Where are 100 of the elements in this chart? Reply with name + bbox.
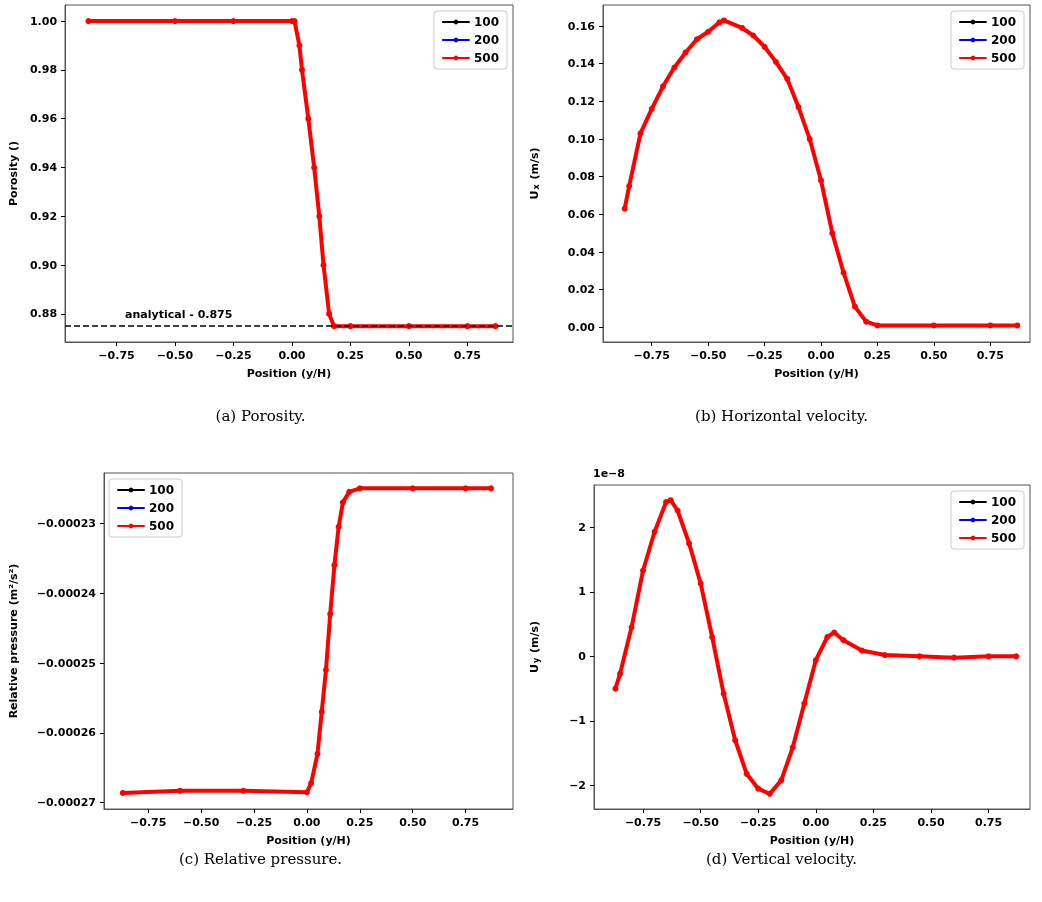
y-axis-title: Uy (m/s) xyxy=(528,620,541,674)
point xyxy=(761,43,768,50)
point xyxy=(667,497,674,504)
point xyxy=(305,115,312,122)
point xyxy=(818,177,825,184)
x-tick-label: −0.75 xyxy=(98,349,135,362)
y-tick-label: 0.16 xyxy=(567,19,596,33)
point xyxy=(230,18,237,25)
point xyxy=(824,634,831,640)
text: (b) Horizontal velocity. xyxy=(695,406,868,425)
x-tick-label: 0.25 xyxy=(859,816,887,829)
y-tick-label: 0.04 xyxy=(567,245,596,259)
ref-line-label: analytical - 0.875 xyxy=(125,308,233,322)
x-tick-label: 0.00 xyxy=(278,349,306,362)
legend-label: 100 xyxy=(149,483,175,497)
point xyxy=(829,230,836,237)
text: (c) Relative pressure. xyxy=(178,849,343,868)
x-tick-label: 0.50 xyxy=(395,349,423,362)
text: (a) Porosity. xyxy=(215,406,306,425)
y-tick-label: 0.88 xyxy=(29,307,58,321)
point xyxy=(789,744,796,751)
y-tick-label: 2 xyxy=(578,520,586,534)
point xyxy=(693,36,700,43)
y-tick-label: 0 xyxy=(578,649,587,663)
point xyxy=(863,318,870,325)
point xyxy=(674,507,681,514)
x-tick-label: 0.75 xyxy=(976,349,1004,362)
point xyxy=(331,562,338,569)
point xyxy=(916,653,923,660)
y-tick-label: −0.00027 xyxy=(36,796,96,810)
legend-label: 200 xyxy=(473,33,500,47)
y-tick-label: 1.00 xyxy=(29,14,58,28)
y-tick-label: 0.98 xyxy=(29,63,58,77)
point xyxy=(626,183,633,190)
y-tick-label: 0.12 xyxy=(567,94,595,108)
y-axis-title: Ux (m/s) xyxy=(528,147,541,200)
legend-label: 500 xyxy=(473,51,500,65)
point xyxy=(356,485,363,492)
point xyxy=(311,164,318,171)
point xyxy=(739,24,746,31)
point xyxy=(628,624,635,631)
x-axis-title: Position (y/H) xyxy=(246,367,332,380)
point xyxy=(743,770,750,777)
point xyxy=(660,83,667,90)
x-tick-label: −0.25 xyxy=(215,349,252,362)
y-tick-label: −0.00023 xyxy=(36,516,96,530)
point xyxy=(930,322,937,329)
x-tick-label: −0.50 xyxy=(689,349,727,362)
point xyxy=(709,634,716,640)
legend-label: 500 xyxy=(990,531,1017,545)
x-tick-label: −0.75 xyxy=(633,349,670,362)
point xyxy=(806,136,813,143)
point xyxy=(85,18,92,25)
point xyxy=(663,499,670,506)
point xyxy=(697,580,704,587)
point xyxy=(840,269,847,276)
legend-label: 100 xyxy=(990,15,1017,29)
x-tick-label: −0.75 xyxy=(624,816,662,829)
point xyxy=(772,58,779,65)
point xyxy=(831,629,838,636)
y-tick-label: 0.90 xyxy=(29,258,58,272)
point xyxy=(462,485,469,492)
point xyxy=(346,488,353,495)
point xyxy=(874,322,881,329)
point xyxy=(335,523,342,530)
point xyxy=(766,790,773,797)
point xyxy=(795,104,802,111)
point xyxy=(314,750,321,757)
x-tick-label: −0.25 xyxy=(746,349,783,362)
point xyxy=(299,66,305,73)
y-tick-label: 0.06 xyxy=(567,207,596,221)
y-axis-title: Relative pressure (m²/s²) xyxy=(7,563,20,719)
x-axis-title: Position (y/H) xyxy=(266,834,351,847)
x-tick-label: −0.50 xyxy=(682,816,720,829)
x-tick-label: −0.50 xyxy=(182,816,220,829)
point xyxy=(318,708,325,715)
point xyxy=(705,28,712,35)
y-tick-label: 0.92 xyxy=(29,209,58,223)
point xyxy=(651,528,658,535)
point xyxy=(671,64,678,71)
point xyxy=(686,540,693,547)
point xyxy=(296,42,303,49)
point xyxy=(951,654,957,661)
x-tick-label: −0.25 xyxy=(235,816,273,829)
point xyxy=(640,567,647,574)
point xyxy=(755,785,762,792)
y-tick-label: 0.94 xyxy=(29,161,58,175)
x-tick-label: 0.50 xyxy=(917,816,945,829)
point xyxy=(784,75,791,82)
x-tick-label: 0.75 xyxy=(452,816,480,829)
x-axis-title: Position (y/H) xyxy=(769,834,855,847)
legend-label: 100 xyxy=(990,495,1017,509)
point xyxy=(322,666,329,673)
legend-label: 500 xyxy=(990,51,1017,65)
legend-label: 500 xyxy=(149,519,175,533)
x-tick-label: 0.00 xyxy=(807,349,835,362)
x-tick-label: 0.75 xyxy=(453,349,481,362)
point xyxy=(720,690,727,697)
point xyxy=(840,637,847,644)
legend-label: 200 xyxy=(149,501,175,515)
